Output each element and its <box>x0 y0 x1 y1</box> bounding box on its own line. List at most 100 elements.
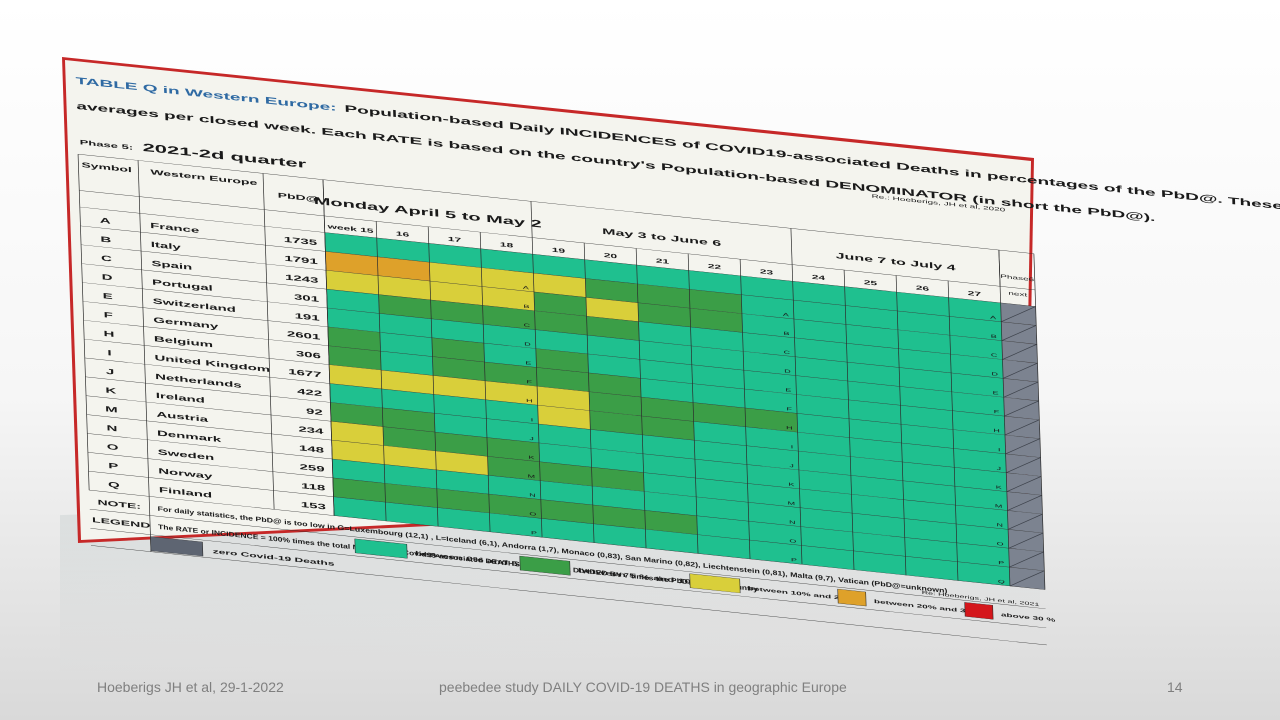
table-row <box>333 496 1045 590</box>
rate-cell <box>487 456 541 481</box>
rate-cell <box>540 480 593 505</box>
cell-marker: B <box>523 304 529 310</box>
cell-marker: J <box>997 466 1002 472</box>
rate-cell <box>644 510 698 535</box>
rate-cell <box>377 275 431 300</box>
rate-cell <box>696 496 749 522</box>
rate-cell <box>537 386 590 411</box>
cell-marker: A <box>523 285 529 291</box>
rate-cell <box>742 332 796 357</box>
rate-cell <box>845 324 899 349</box>
legend-text-re: above 30 % <box>1001 612 1056 623</box>
rate-cell <box>746 464 800 489</box>
rate-cell <box>482 305 536 330</box>
rate-cell <box>587 353 641 379</box>
hatch-mark <box>1007 495 1043 511</box>
rate-cell <box>642 434 695 460</box>
rate-cell <box>745 407 798 433</box>
rate-cell <box>797 413 850 438</box>
hatch-mark <box>1008 551 1045 568</box>
next-phase-header: Phase6 <box>1000 273 1035 282</box>
rate-cell <box>638 321 692 346</box>
hatch-mark <box>1005 457 1041 473</box>
rate-cell <box>540 499 594 524</box>
rate-cell <box>381 370 434 395</box>
rate-cell <box>641 397 694 422</box>
row-pbd: 1677 <box>288 367 322 379</box>
cell-marker: B <box>783 331 789 337</box>
table-row <box>328 345 1040 439</box>
cell-marker: N <box>529 493 536 499</box>
week-label-11: 25 <box>864 279 878 287</box>
table-grid <box>77 153 1047 646</box>
row-symbol: E <box>103 291 113 301</box>
rate-cell <box>850 475 904 500</box>
rate-cell <box>688 270 742 295</box>
table-row <box>330 421 1043 515</box>
cell-marker: D <box>524 342 531 348</box>
rate-cell <box>951 391 1005 417</box>
rate-cell <box>431 337 485 362</box>
rate-cell <box>590 429 643 454</box>
week-label-9: 23 <box>760 268 774 276</box>
table-row <box>327 307 1039 401</box>
rate-cell <box>852 531 906 557</box>
cell-marker: N <box>789 520 796 526</box>
cell-marker: K <box>528 455 534 461</box>
rate-cell <box>588 372 642 398</box>
rate-cell <box>325 251 378 276</box>
rate-cell <box>904 518 957 543</box>
table-row <box>327 326 1040 420</box>
row-pbd: 306 <box>296 349 322 361</box>
rate-cell <box>380 351 434 376</box>
row-country: Spain <box>151 259 192 272</box>
row-symbol: F <box>104 310 113 320</box>
rate-cell <box>327 307 380 333</box>
rate-cell <box>748 521 802 546</box>
rate-cell <box>326 289 380 314</box>
rate-cell <box>901 424 954 449</box>
rate-cell <box>585 297 639 322</box>
rate-cell <box>429 281 483 306</box>
rate-cell <box>692 383 746 408</box>
row-pbd: 191 <box>294 311 320 323</box>
rate-cell <box>433 394 487 419</box>
rate-cell <box>744 389 798 414</box>
rate-cell <box>798 451 851 476</box>
rate-cell <box>383 445 437 470</box>
legend-swatch-or <box>837 588 867 607</box>
rate-cell <box>330 402 383 427</box>
rate-cell <box>592 486 645 511</box>
legend-text-zero: zero Covid-19 Deaths <box>213 548 335 568</box>
rate-cell <box>488 475 541 500</box>
cell-marker: K <box>996 485 1002 491</box>
rate-cell <box>949 316 1002 341</box>
week-label-12: 26 <box>916 284 930 292</box>
rate-cell <box>641 415 695 441</box>
row-pbd: 1791 <box>284 254 318 266</box>
rate-cell <box>436 488 490 513</box>
table-row <box>325 251 1037 345</box>
rate-cell <box>327 326 381 352</box>
row-symbol: P <box>108 461 118 471</box>
hatch-mark <box>1002 344 1038 360</box>
row-symbol: C <box>101 253 113 263</box>
row-symbol: J <box>106 367 115 377</box>
header-pbd: PbD@ <box>278 192 320 204</box>
rate-cell <box>697 534 751 559</box>
row-pbd: 259 <box>299 462 325 474</box>
rate-cell <box>952 410 1005 435</box>
rate-cell <box>643 472 697 497</box>
hatch-mark <box>1009 570 1045 587</box>
rate-cell <box>436 469 489 495</box>
rate-cell <box>954 486 1008 511</box>
week-label-8: 22 <box>708 263 722 271</box>
rate-cell <box>897 310 950 336</box>
cell-marker: F <box>994 409 1000 415</box>
cell-marker: O <box>529 511 537 517</box>
cell-marker: E <box>993 390 999 396</box>
row-symbol: K <box>105 386 117 396</box>
cell-marker: P <box>791 557 797 563</box>
rate-cell <box>329 364 382 389</box>
